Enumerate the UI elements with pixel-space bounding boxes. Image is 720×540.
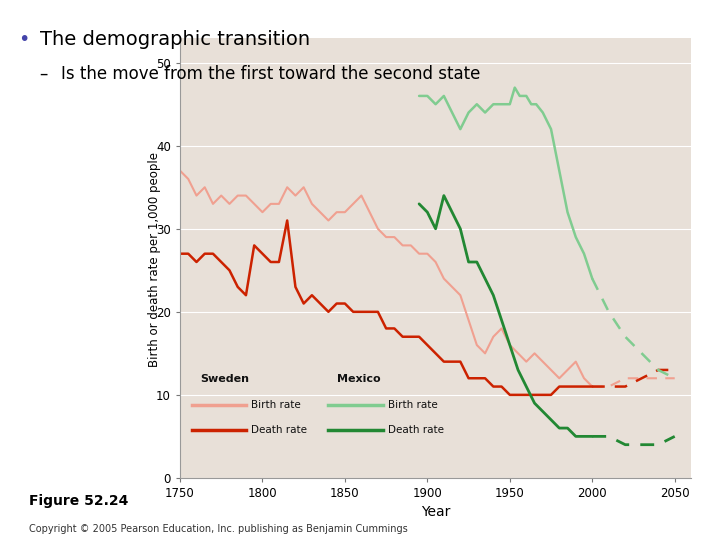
Text: Death rate: Death rate xyxy=(388,425,444,435)
Text: Birth or death rate per 1,000 people: Birth or death rate per 1,000 people xyxy=(148,152,161,367)
Text: Birth rate: Birth rate xyxy=(251,400,301,410)
Text: –: – xyxy=(40,65,48,83)
X-axis label: Year: Year xyxy=(421,505,450,519)
Text: Copyright © 2005 Pearson Education, Inc. publishing as Benjamin Cummings: Copyright © 2005 Pearson Education, Inc.… xyxy=(29,523,408,534)
Text: Figure 52.24: Figure 52.24 xyxy=(29,494,128,508)
Text: Mexico: Mexico xyxy=(337,374,380,384)
Text: Is the move from the first toward the second state: Is the move from the first toward the se… xyxy=(61,65,480,83)
Text: •: • xyxy=(18,30,30,49)
Text: Sweden: Sweden xyxy=(199,374,249,384)
Text: Birth rate: Birth rate xyxy=(388,400,438,410)
Text: Death rate: Death rate xyxy=(251,425,307,435)
Text: The demographic transition: The demographic transition xyxy=(40,30,310,49)
